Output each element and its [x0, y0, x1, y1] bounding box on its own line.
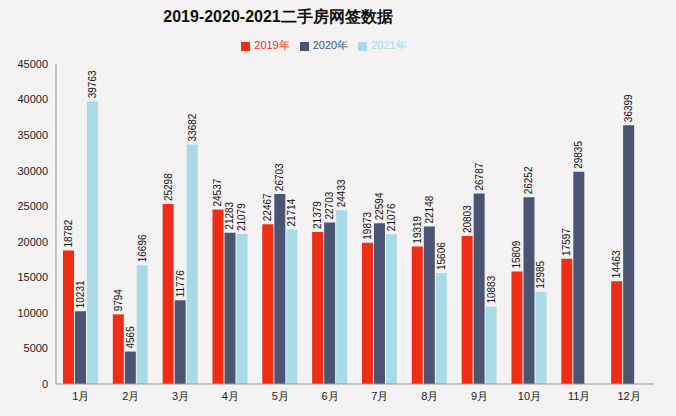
svg-text:40000: 40000	[17, 93, 48, 105]
svg-text:26703: 26703	[274, 163, 285, 191]
svg-text:1月: 1月	[72, 390, 89, 402]
svg-text:25298: 25298	[163, 173, 174, 201]
svg-text:25000: 25000	[17, 200, 48, 212]
svg-text:15809: 15809	[511, 240, 522, 268]
svg-text:22594: 22594	[374, 192, 385, 220]
svg-text:20000: 20000	[17, 236, 48, 248]
svg-text:22703: 22703	[324, 191, 335, 219]
svg-text:21076: 21076	[386, 203, 397, 231]
html-text:2020年: 2020年	[312, 39, 349, 51]
svg-text:8月: 8月	[421, 390, 438, 402]
svg-text:24537: 24537	[212, 178, 223, 206]
svg-text:30000: 30000	[17, 165, 48, 177]
svg-text:45000: 45000	[17, 58, 48, 70]
svg-text:20803: 20803	[462, 205, 473, 233]
svg-text:35000: 35000	[17, 129, 48, 141]
svg-text:4565: 4565	[125, 326, 136, 349]
svg-text:24433: 24433	[336, 179, 347, 207]
svg-text:10000: 10000	[17, 307, 48, 319]
svg-text:22467: 22467	[262, 193, 273, 221]
svg-text:15606: 15606	[436, 242, 447, 270]
svg-text:21379: 21379	[312, 201, 323, 229]
svg-text:19873: 19873	[362, 211, 373, 239]
svg-text:33682: 33682	[187, 113, 198, 141]
svg-text:12月: 12月	[617, 390, 640, 402]
svg-text:5月: 5月	[272, 390, 289, 402]
svg-text:9794: 9794	[113, 289, 124, 312]
svg-text:36399: 36399	[623, 94, 634, 122]
svg-text:3月: 3月	[172, 390, 189, 402]
svg-text:0: 0	[42, 378, 48, 390]
svg-text:10883: 10883	[486, 275, 497, 303]
svg-text:22148: 22148	[424, 195, 435, 223]
svg-text:2月: 2月	[122, 390, 139, 402]
svg-text:6月: 6月	[322, 390, 339, 402]
svg-text:18782: 18782	[63, 219, 74, 247]
svg-text:15000: 15000	[17, 271, 48, 283]
svg-text:19319: 19319	[412, 215, 423, 243]
svg-text:9月: 9月	[471, 390, 488, 402]
html-text:2019年: 2019年	[254, 39, 290, 51]
svg-text:17597: 17597	[561, 228, 572, 256]
svg-text:12985: 12985	[535, 260, 546, 288]
svg-text:4月: 4月	[222, 390, 239, 402]
svg-text:10月: 10月	[518, 390, 541, 402]
svg-text:26787: 26787	[474, 162, 485, 190]
svg-text:16696: 16696	[137, 234, 148, 262]
svg-text:7月: 7月	[371, 390, 388, 402]
svg-text:14463: 14463	[611, 250, 622, 278]
svg-text:39763: 39763	[87, 70, 98, 98]
html-text:2019-2020-2021二手房网签数据: 2019-2020-2021二手房网签数据	[163, 8, 393, 25]
svg-text:11776: 11776	[175, 270, 186, 298]
svg-text:21283: 21283	[224, 201, 235, 229]
svg-text:10231: 10231	[75, 280, 86, 308]
svg-text:11月: 11月	[568, 390, 590, 402]
svg-text:5000: 5000	[24, 342, 48, 354]
svg-text:21079: 21079	[236, 203, 247, 231]
svg-text:21714: 21714	[286, 198, 297, 226]
html-text:2021年: 2021年	[371, 39, 407, 51]
svg-text:29835: 29835	[573, 141, 584, 169]
svg-text:26252: 26252	[523, 166, 534, 194]
